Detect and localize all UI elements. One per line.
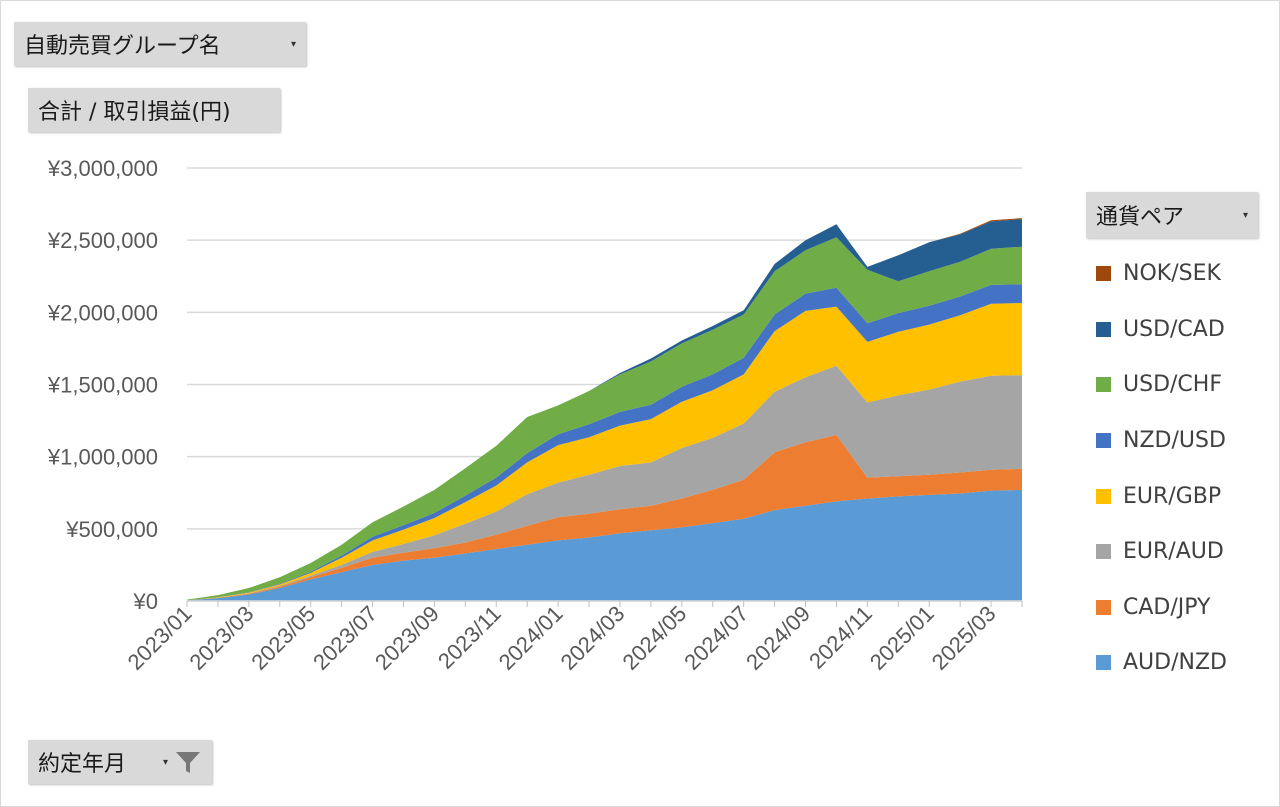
legend-swatch (1096, 655, 1111, 671)
legend-item-aud-nzd[interactable]: AUD/NZD (1096, 635, 1276, 691)
area-eur-aud (187, 365, 1022, 601)
legend-item-nok-sek[interactable]: NOK/SEK (1096, 246, 1276, 302)
value-field-label: 合計 / 取引損益(円) (38, 100, 231, 125)
area-usd-cad (187, 219, 1022, 600)
x-tick-label: 2024/03 (556, 601, 630, 675)
x-tick-label: 2024/09 (741, 601, 815, 675)
trade-month-label: 約定年月 (38, 752, 127, 777)
trade-month-filter-button[interactable]: 約定年月 ▾ (28, 740, 212, 784)
x-tick-label: 2024/01 (494, 601, 568, 675)
x-tick-label: 2024/05 (617, 601, 691, 675)
y-tick-label: ¥1,500,000 (47, 373, 158, 398)
x-tick-label: 2024/07 (679, 601, 753, 675)
area-nzd-usd (187, 284, 1022, 601)
x-tick-label: 2024/11 (804, 601, 877, 674)
legend-swatch (1096, 599, 1111, 615)
legend-swatch (1096, 377, 1111, 393)
currency-pair-filter-button[interactable]: 通貨ペア ▾ (1086, 192, 1258, 238)
axes (186, 600, 1023, 607)
area-cad-jpy (187, 435, 1022, 601)
legend-item-cad-jpy[interactable]: CAD/JPY (1096, 580, 1276, 636)
legend-label: NOK/SEK (1123, 261, 1221, 287)
y-tick-label: ¥0 (133, 589, 158, 614)
currency-pair-label: 通貨ペア (1096, 205, 1185, 230)
group-name-label: 自動売買グループ名 (24, 34, 221, 59)
y-tick-label: ¥500,000 (65, 517, 158, 542)
x-axis-labels: 2023/012023/032023/052023/072023/092023/… (123, 601, 1001, 675)
legend-label: USD/CHF (1123, 372, 1222, 398)
area-aud-nzd (187, 489, 1022, 601)
x-tick-label: 2023/03 (184, 601, 258, 675)
x-tick-label: 2023/09 (370, 601, 444, 675)
y-tick-label: ¥2,500,000 (47, 228, 158, 253)
dropdown-arrow-icon: ▾ (290, 38, 296, 50)
x-tick-label: 2023/05 (246, 601, 320, 675)
x-tick-label: 2023/07 (308, 601, 382, 675)
legend-label: CAD/JPY (1123, 594, 1211, 620)
dropdown-arrow-icon: ▾ (162, 756, 168, 768)
legend-item-usd-cad[interactable]: USD/CAD (1096, 302, 1276, 358)
area-eur-gbp (187, 303, 1022, 601)
x-tick-label: 2025/03 (927, 601, 1001, 675)
legend-swatch (1096, 488, 1111, 504)
legend-item-usd-chf[interactable]: USD/CHF (1096, 357, 1276, 413)
legend-swatch (1096, 433, 1111, 449)
legend: NOK/SEK USD/CAD USD/CHF NZD/USD EUR/GBP EUR/A… (1096, 246, 1276, 691)
legend-swatch (1096, 321, 1111, 337)
area-series (187, 218, 1022, 601)
y-tick-label: ¥3,000,000 (47, 156, 158, 181)
legend-swatch (1096, 266, 1111, 282)
legend-label: AUD/NZD (1123, 650, 1227, 676)
y-axis-labels: ¥0 ¥500,000 ¥1,000,000 ¥1,500,000 ¥2,000,000… (47, 156, 158, 614)
legend-label: EUR/AUD (1123, 539, 1224, 565)
value-field-button: 合計 / 取引損益(円) (28, 88, 280, 132)
legend-item-eur-aud[interactable]: EUR/AUD (1096, 524, 1276, 580)
y-tick-label: ¥2,000,000 (47, 300, 158, 325)
dropdown-arrow-icon: ▾ (1242, 209, 1248, 221)
x-tick-label: 2023/11 (433, 601, 506, 674)
y-tick-label: ¥1,000,000 (47, 445, 158, 470)
x-tick-label: 2025/01 (865, 601, 939, 675)
legend-item-nzd-usd[interactable]: NZD/USD (1096, 413, 1276, 469)
legend-label: USD/CAD (1123, 316, 1225, 342)
legend-label: NZD/USD (1123, 428, 1226, 454)
group-name-filter-button[interactable]: 自動売買グループ名 ▾ (14, 22, 306, 66)
legend-swatch (1096, 544, 1111, 560)
area-usd-chf (187, 237, 1022, 601)
legend-label: EUR/GBP (1123, 483, 1222, 509)
legend-item-eur-gbp[interactable]: EUR/GBP (1096, 468, 1276, 524)
filter-icon (176, 752, 200, 773)
